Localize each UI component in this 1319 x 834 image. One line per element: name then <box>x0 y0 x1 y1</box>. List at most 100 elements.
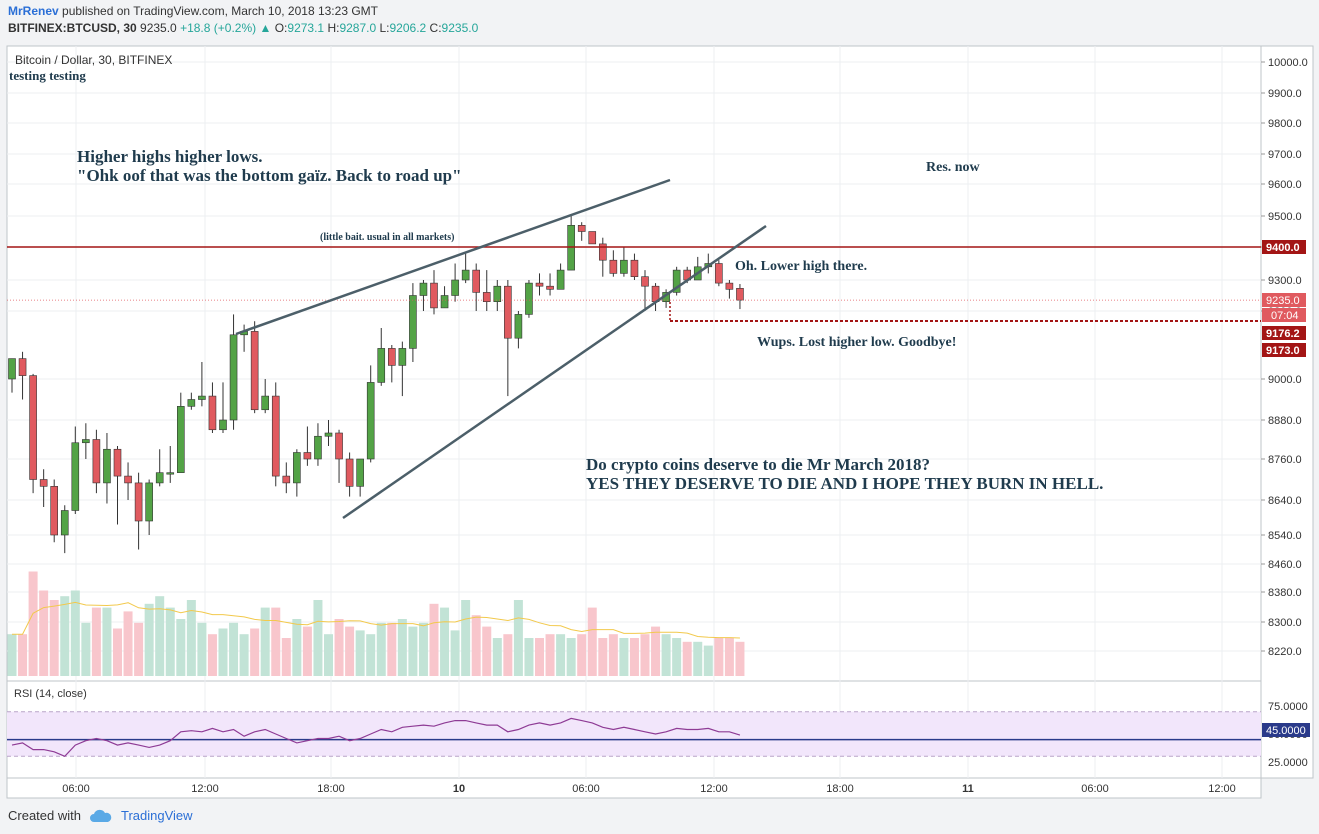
price-tick-label: 8640.0 <box>1268 495 1302 507</box>
tag-9176: 9176.2 <box>1266 328 1300 340</box>
volume-bar <box>461 600 471 676</box>
candle-body <box>725 282 734 290</box>
volume-bar <box>81 622 91 676</box>
volume-bar <box>355 630 365 676</box>
annotation-res-now[interactable]: Res. now <box>926 160 981 175</box>
rsi-tick-label: 25.0000 <box>1268 757 1308 769</box>
candle-body <box>715 263 723 284</box>
price-pane[interactable] <box>6 45 1262 682</box>
tag-resistance-bg <box>1262 240 1306 254</box>
volume-bar <box>313 600 323 676</box>
price-tick-label: 8760.0 <box>1268 454 1302 466</box>
time-axis[interactable] <box>6 777 1262 799</box>
candle-body <box>155 472 164 484</box>
rsi-line <box>11 717 741 758</box>
candle-body <box>482 292 491 302</box>
volume-bar <box>629 638 639 676</box>
volume-bar <box>566 638 576 676</box>
tag-9176-bg <box>1262 326 1306 340</box>
volume-bar <box>492 638 502 676</box>
candle-body <box>314 435 322 460</box>
annotation-lower-high[interactable]: Oh. Lower high there. <box>735 259 867 274</box>
time-ticks: 06:00 12:00 18:00 10 06:00 12:00 18:00 11 06:00 1… <box>62 783 1236 795</box>
candles <box>8 216 744 554</box>
candle-body <box>198 395 206 400</box>
candle-body <box>345 458 354 487</box>
time-tick-label: 10 <box>453 783 465 795</box>
chart-svg[interactable]: Higher highs higher lows. "Ohk oof that … <box>0 40 1319 802</box>
annotation-higher-highs[interactable]: Higher highs higher lows. <box>77 147 262 166</box>
price-tick-label: 8220.0 <box>1268 646 1302 658</box>
tag-9173: 9173.0 <box>1266 345 1300 357</box>
publish-info: published on TradingView.com, March 10, … <box>58 4 378 18</box>
candle-body <box>609 259 618 274</box>
price-tick-label: 9700.0 <box>1268 149 1302 161</box>
volume-bar <box>345 626 355 676</box>
volume-bar <box>651 626 661 676</box>
volume-bar <box>292 619 302 676</box>
tag-countdown-bg <box>1262 308 1306 322</box>
volume-bar <box>703 645 713 676</box>
time-tick-label: 18:00 <box>826 783 854 795</box>
volume-bar <box>408 626 418 676</box>
low-value: 9206.2 <box>389 21 427 35</box>
volume-bar <box>724 638 734 676</box>
candle-body <box>440 295 449 309</box>
price-tick-label: 9600.0 <box>1268 179 1302 191</box>
volume-bar <box>450 630 460 676</box>
volume-bar <box>302 626 312 676</box>
lower-trendline[interactable] <box>342 224 767 520</box>
annotation-answer[interactable]: YES THEY DESERVE TO DIE AND I HOPE THEY … <box>586 474 1103 493</box>
volume-bars <box>7 571 745 676</box>
candle-body <box>556 269 565 290</box>
annotation-bottom-quote[interactable]: "Ohk oof that was the bottom gaïz. Back … <box>77 166 462 185</box>
volume-bar <box>429 603 439 676</box>
candle-body <box>303 452 312 460</box>
candle-body <box>514 314 523 339</box>
candle-body <box>335 432 343 460</box>
volume-bar <box>545 634 555 676</box>
volume-bar <box>7 634 17 676</box>
candle-body <box>29 375 37 480</box>
ohlc-line: BITFINEX:BTCUSD, 30 9235.0 +18.8 (+0.2%)… <box>8 21 478 35</box>
volume-bar <box>418 622 428 676</box>
candle-body <box>398 348 407 366</box>
volume-bar <box>207 634 217 676</box>
volume-bar <box>598 638 608 676</box>
annotation-question[interactable]: Do crypto coins deserve to die Mr March … <box>586 455 930 474</box>
candle-body <box>387 348 396 366</box>
candle-body <box>39 479 48 487</box>
candle-body <box>577 225 586 232</box>
candle-body <box>219 419 227 431</box>
candle-body <box>271 395 280 477</box>
price-tick-label: 9900.0 <box>1268 88 1302 100</box>
tag-resistance: 9400.0 <box>1266 242 1300 254</box>
candle-body <box>641 276 649 287</box>
price-tick-label: 8460.0 <box>1268 559 1302 571</box>
tag-rsi: 45.0000 <box>1266 725 1306 737</box>
candle-body <box>71 442 80 511</box>
annotation-lost-low[interactable]: Wups. Lost higher low. Goodbye! <box>757 335 956 350</box>
volume-bar <box>471 615 481 676</box>
candle-body <box>535 282 544 287</box>
time-tick-label: 12:00 <box>1208 783 1236 795</box>
volume-bar <box>39 590 49 676</box>
volume-bar <box>397 619 407 676</box>
tradingview-brand-link[interactable]: TradingView <box>120 808 193 823</box>
price-tick-label: 8880.0 <box>1268 415 1302 427</box>
volume-bar <box>376 622 386 676</box>
price-tick-label: 10000.0 <box>1268 57 1308 69</box>
annotation-little-bait[interactable]: (little bait. usual in all markets) <box>320 232 454 243</box>
volume-bar <box>49 600 59 676</box>
change-arrow-icon: ▲ <box>259 21 272 35</box>
volume-bar <box>672 638 682 676</box>
author-link[interactable]: MrRenev <box>8 4 59 18</box>
upper-trendline[interactable] <box>235 178 671 336</box>
price-axis[interactable] <box>1260 45 1314 779</box>
tag-countdown: 07:04 <box>1271 310 1299 322</box>
candle-body <box>430 282 438 309</box>
volume-bar <box>735 641 745 676</box>
candle-body <box>50 486 59 536</box>
volume-bar <box>70 590 80 676</box>
volume-bar <box>714 638 724 676</box>
